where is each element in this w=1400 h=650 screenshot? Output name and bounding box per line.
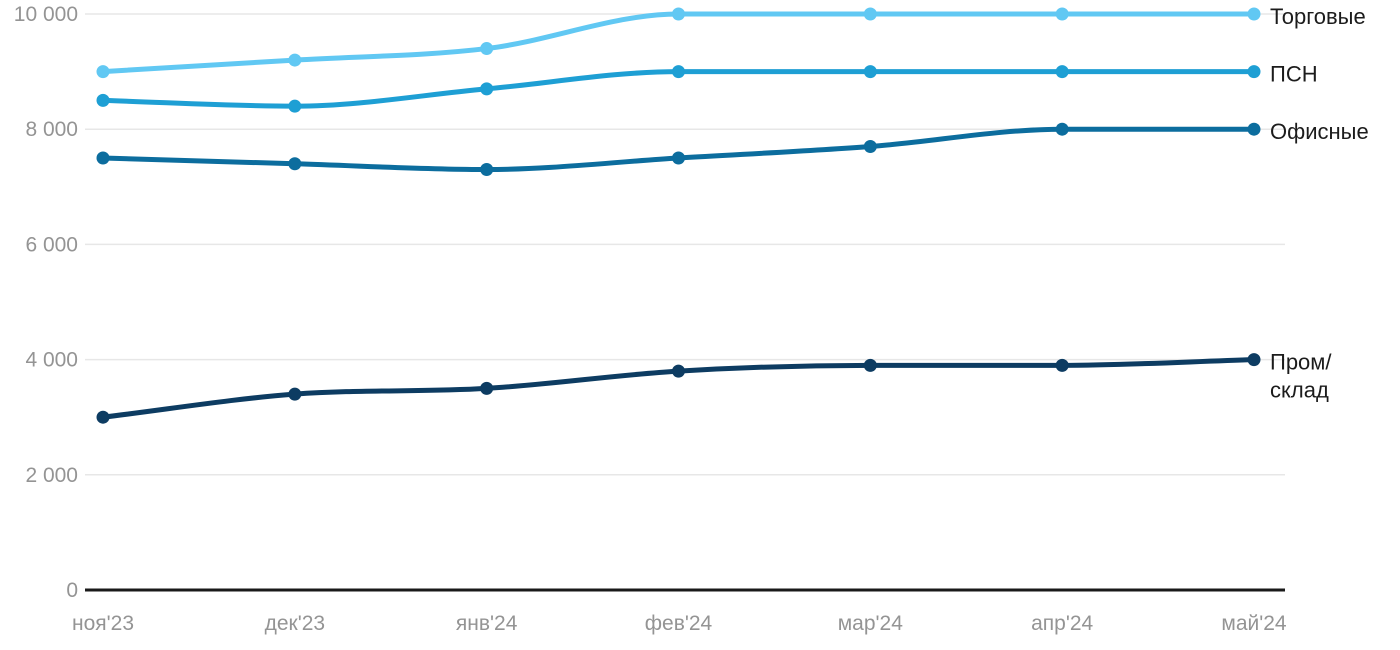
- y-axis-tick-label: 10 000: [14, 3, 78, 26]
- y-axis-tick-label: 8 000: [25, 118, 78, 141]
- data-point[interactable]: [1055, 7, 1069, 21]
- data-point[interactable]: [863, 139, 877, 153]
- x-axis-tick-label: дек'23: [265, 612, 326, 635]
- data-point[interactable]: [1247, 7, 1261, 21]
- data-point[interactable]: [96, 65, 110, 79]
- data-point[interactable]: [1247, 65, 1261, 79]
- data-point[interactable]: [672, 7, 685, 21]
- data-point[interactable]: [288, 157, 302, 171]
- data-point[interactable]: [480, 163, 494, 177]
- series-line-Торговые: [100, 11, 1257, 75]
- x-axis-tick-label: фев'24: [645, 612, 713, 635]
- data-point[interactable]: [1055, 122, 1069, 136]
- x-axis-tick-label: май'24: [1221, 612, 1287, 635]
- data-point[interactable]: [863, 358, 877, 372]
- y-axis-tick-label: 0: [66, 579, 78, 602]
- data-point[interactable]: [1247, 122, 1261, 136]
- y-axis-tick-label: 6 000: [25, 233, 78, 256]
- x-axis-tick-label: янв'24: [456, 612, 518, 635]
- series-label: Торговые: [1270, 4, 1366, 29]
- y-axis-tick-label: 2 000: [25, 464, 78, 487]
- data-point[interactable]: [288, 99, 302, 113]
- data-point[interactable]: [288, 387, 302, 401]
- data-point[interactable]: [288, 53, 302, 67]
- data-point[interactable]: [1055, 358, 1069, 372]
- x-axis-tick-label: апр'24: [1031, 612, 1093, 635]
- data-point[interactable]: [863, 7, 877, 21]
- series-label: ПСН: [1270, 61, 1318, 86]
- data-point[interactable]: [96, 93, 110, 107]
- data-point[interactable]: [863, 65, 877, 79]
- data-point[interactable]: [672, 65, 685, 79]
- data-point[interactable]: [1247, 353, 1261, 367]
- data-point[interactable]: [480, 381, 494, 395]
- x-axis-tick-label: мар'24: [838, 612, 903, 635]
- data-point[interactable]: [1055, 65, 1069, 79]
- x-axis-tick-label: ноя'23: [72, 612, 134, 635]
- data-point[interactable]: [672, 364, 685, 378]
- data-point[interactable]: [480, 82, 494, 96]
- data-point[interactable]: [480, 42, 494, 56]
- y-axis-tick-label: 4 000: [25, 349, 78, 372]
- data-point[interactable]: [96, 151, 110, 165]
- data-point[interactable]: [672, 151, 685, 165]
- series-label: Пром/: [1270, 349, 1332, 374]
- data-point[interactable]: [96, 410, 110, 424]
- series-label: склад: [1270, 377, 1329, 402]
- series-label: Офисные: [1270, 119, 1369, 144]
